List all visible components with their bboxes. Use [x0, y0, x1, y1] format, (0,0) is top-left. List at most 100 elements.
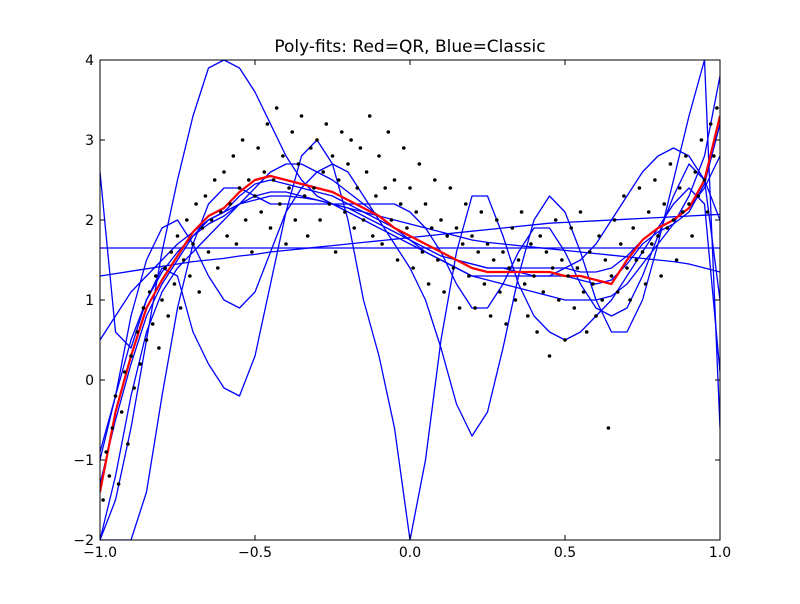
x-tick-label: 0.0 [399, 545, 421, 561]
data-point [240, 138, 245, 142]
data-point [696, 194, 701, 198]
data-point [123, 370, 127, 374]
data-point [594, 314, 598, 318]
data-point [163, 266, 167, 270]
data-point [674, 258, 679, 262]
data-point [327, 202, 332, 206]
data-point [631, 226, 635, 230]
data-point [656, 234, 660, 238]
data-point [423, 202, 428, 206]
data-point [386, 130, 391, 134]
data-point [346, 162, 350, 166]
data-point [544, 250, 549, 254]
y-tick-label: 1 [85, 293, 94, 309]
data-point [426, 282, 431, 286]
data-point [243, 218, 248, 222]
data-point [367, 114, 372, 118]
data-point [380, 242, 384, 246]
data-point [281, 154, 285, 158]
data-point [352, 226, 357, 230]
data-point [271, 178, 276, 182]
data-point [247, 178, 251, 182]
data-point [312, 186, 316, 190]
data-point [507, 266, 512, 270]
data-point [318, 218, 322, 222]
data-point [699, 138, 704, 142]
data-point [529, 242, 533, 246]
data-point [405, 226, 409, 230]
data-point [411, 266, 415, 270]
data-point [591, 282, 595, 286]
data-point [197, 290, 201, 294]
data-point [293, 218, 298, 222]
data-point [265, 122, 270, 126]
data-point [181, 258, 186, 262]
data-point [687, 202, 691, 206]
data-point [268, 226, 273, 230]
data-point [677, 186, 682, 190]
data-point [129, 354, 133, 358]
data-point [274, 106, 279, 110]
data-point [448, 186, 453, 190]
data-point [330, 154, 335, 158]
data-point [374, 194, 378, 198]
data-point [473, 306, 477, 310]
classic-fit-line-9 [100, 60, 720, 540]
data-point [454, 226, 459, 230]
data-point [671, 218, 676, 222]
data-point [144, 338, 149, 342]
data-point [336, 178, 341, 182]
data-point [349, 138, 353, 142]
data-point [299, 114, 304, 118]
data-point [470, 234, 474, 238]
data-point [222, 170, 226, 174]
data-point [665, 226, 670, 230]
data-point [172, 282, 177, 286]
data-point [290, 130, 295, 134]
data-point [702, 178, 707, 182]
data-point [225, 234, 229, 238]
plot-area [99, 59, 721, 541]
data-point [535, 330, 539, 334]
data-point [479, 210, 484, 214]
y-tick-label: −2 [73, 533, 94, 549]
data-point [185, 218, 189, 222]
data-point [439, 218, 443, 222]
data-point [333, 250, 338, 254]
data-point [278, 202, 282, 206]
data-point [206, 250, 211, 254]
data-point [402, 146, 406, 150]
data-point [256, 146, 260, 150]
data-point [141, 306, 146, 310]
data-point [417, 162, 422, 166]
data-point [107, 474, 112, 478]
data-point [491, 258, 496, 262]
data-point [504, 322, 508, 326]
chart-title: Poly-fits: Red=QR, Blue=Classic [274, 37, 545, 57]
data-point [420, 250, 425, 254]
data-point [482, 282, 487, 286]
data-point [262, 170, 267, 174]
data-point [104, 450, 108, 454]
data-point [705, 210, 710, 214]
data-point [194, 202, 198, 206]
data-point [169, 250, 174, 254]
data-point [625, 266, 629, 270]
data-point [581, 290, 586, 294]
data-point [219, 210, 223, 214]
scatter-layer [101, 106, 719, 502]
data-point [188, 274, 192, 278]
data-point [603, 258, 608, 262]
data-point [541, 290, 546, 294]
x-tick-label: 0.5 [554, 545, 576, 561]
data-point [116, 482, 121, 486]
data-point [175, 234, 180, 238]
data-point [436, 258, 440, 262]
data-point [287, 186, 291, 190]
data-point [433, 178, 437, 182]
data-point [464, 202, 468, 206]
data-point [578, 210, 583, 214]
classic-fit-line-10 [100, 147, 720, 540]
